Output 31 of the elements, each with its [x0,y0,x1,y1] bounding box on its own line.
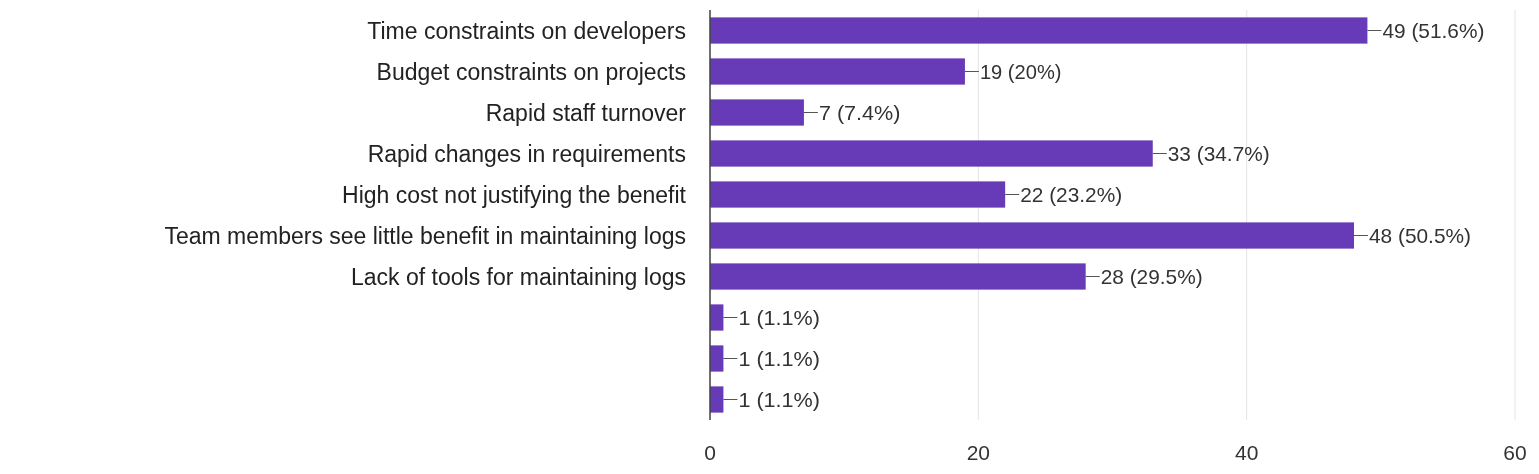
data-label: 28 (29.5%) [1100,264,1204,288]
bar [710,58,965,85]
y-tick-label: Budget constraints on projects [376,58,686,85]
bar [710,17,1368,44]
data-label: 19 (20%) [979,59,1066,83]
y-tick-label: High cost not justifying the benefit [342,181,687,208]
y-tick-label: Time constraints on developers [367,17,686,44]
data-label: 1 (1.1%) [738,346,821,370]
x-tick-label: 60 [1503,441,1527,464]
bar [710,222,1354,249]
bar [710,263,1086,290]
data-label: 1 (1.1%) [738,305,821,329]
data-label: 48 (50.5%) [1369,223,1472,247]
bar [710,181,1006,208]
data-label: 33 (34.7%) [1167,141,1271,165]
bar [710,140,1153,167]
bar [710,304,724,331]
bar [710,386,724,413]
bar [710,99,804,126]
x-tick-label: 20 [966,441,991,464]
x-tick-label: 40 [1234,441,1259,464]
data-label: 22 (23.2%) [1020,182,1123,206]
data-label: 7 (7.4%) [818,100,901,124]
data-label: 1 (1.1%) [738,387,821,411]
y-tick-label: Rapid changes in requirements [367,140,686,167]
y-tick-label: Team members see little benefit in maintaining logs [164,222,686,249]
bar [710,345,724,372]
x-tick-label: 0 [704,441,716,464]
y-tick-label: Rapid staff turnover [485,99,687,126]
y-tick-label: Lack of tools for maintaining logs [351,263,686,290]
data-label: 49 (51.6%) [1382,18,1486,42]
